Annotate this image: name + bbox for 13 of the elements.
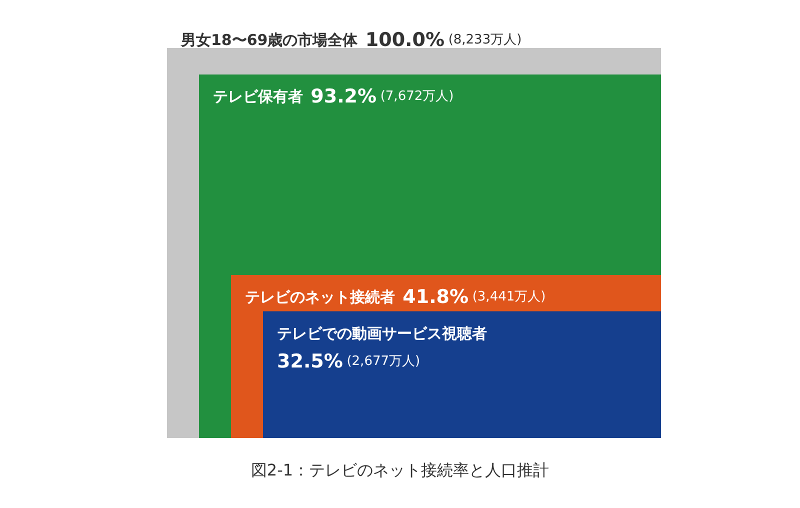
category-label: テレビ保有者: [213, 88, 303, 106]
data-label: (3,441万人): [472, 289, 546, 304]
data-label: (2,677万人): [346, 354, 420, 369]
data-label: 41.8%: [402, 286, 469, 308]
data-label: 93.2%: [310, 86, 377, 108]
category-label: 男女18〜69歳の市場全体: [180, 31, 359, 49]
category-label: テレビのネット接続者: [245, 288, 395, 306]
data-label: (7,672万人): [380, 89, 454, 104]
category-label: テレビでの動画サービス視聴者: [277, 324, 487, 342]
data-label: 32.5%: [277, 350, 343, 372]
data-label: (8,233万人): [448, 32, 522, 48]
data-label: 100.0%: [365, 29, 445, 51]
caption: 図2-1：テレビのネット接続率と人口推計: [250, 460, 550, 480]
